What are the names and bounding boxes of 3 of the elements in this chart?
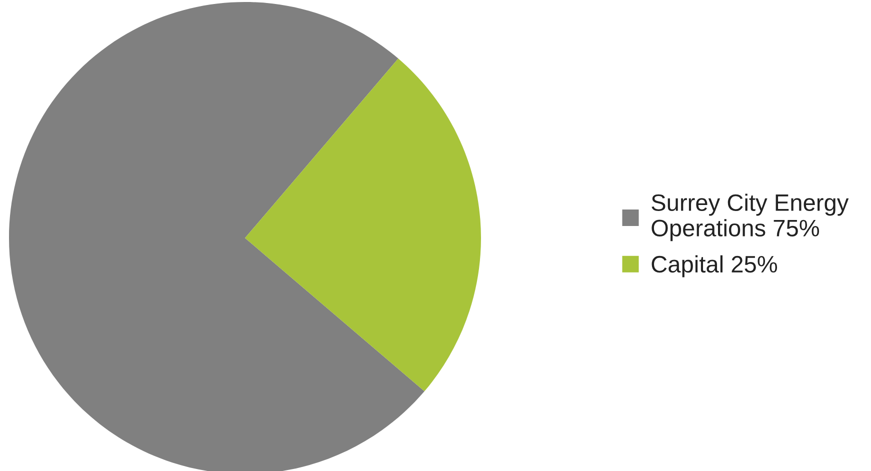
pie-slice <box>245 58 481 392</box>
legend-label: Capital 25% <box>652 255 778 278</box>
legend-label: Surrey City Energy Operations 75% <box>652 194 849 242</box>
